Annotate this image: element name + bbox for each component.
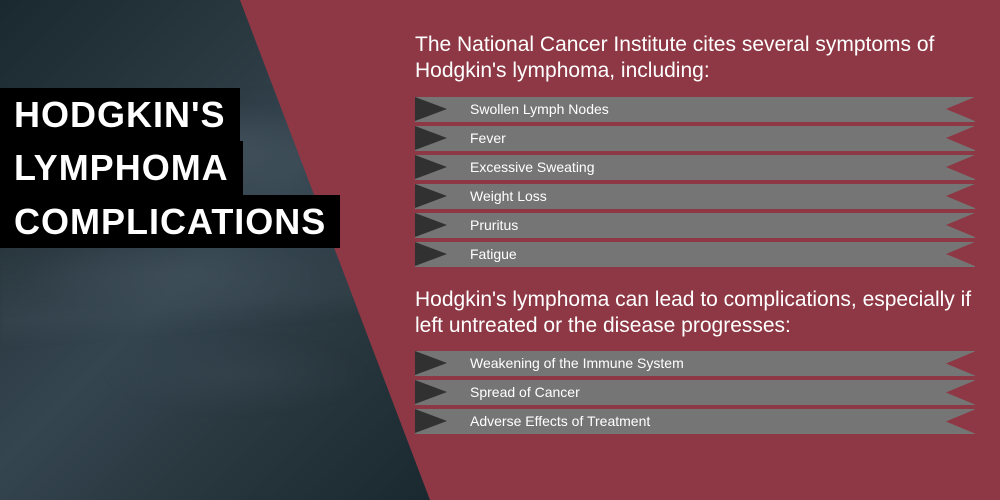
list-item: Excessive Sweating [415, 155, 975, 180]
symptoms-list: Swollen Lymph Nodes Fever Excessive Swea… [415, 97, 975, 267]
list-item: Weakening of the Immune System [415, 351, 975, 376]
title-line-3: COMPLICATIONS [0, 195, 340, 248]
list-item: Spread of Cancer [415, 380, 975, 405]
list-item: Adverse Effects of Treatment [415, 409, 975, 434]
background-triangle-image [0, 0, 430, 500]
symptoms-intro: The National Cancer Institute cites seve… [415, 32, 975, 85]
title-line-1: HODGKIN'S [0, 88, 240, 141]
list-item: Fever [415, 126, 975, 151]
complications-list: Weakening of the Immune System Spread of… [415, 351, 975, 434]
list-item: Swollen Lymph Nodes [415, 97, 975, 122]
title-line-2: LYMPHOMA [0, 141, 243, 194]
content-column: The National Cancer Institute cites seve… [415, 32, 975, 454]
list-item: Weight Loss [415, 184, 975, 209]
list-item: Pruritus [415, 213, 975, 238]
complications-intro: Hodgkin's lymphoma can lead to complicat… [415, 287, 975, 340]
page-title: HODGKIN'S LYMPHOMA COMPLICATIONS [0, 88, 340, 248]
list-item: Fatigue [415, 242, 975, 267]
